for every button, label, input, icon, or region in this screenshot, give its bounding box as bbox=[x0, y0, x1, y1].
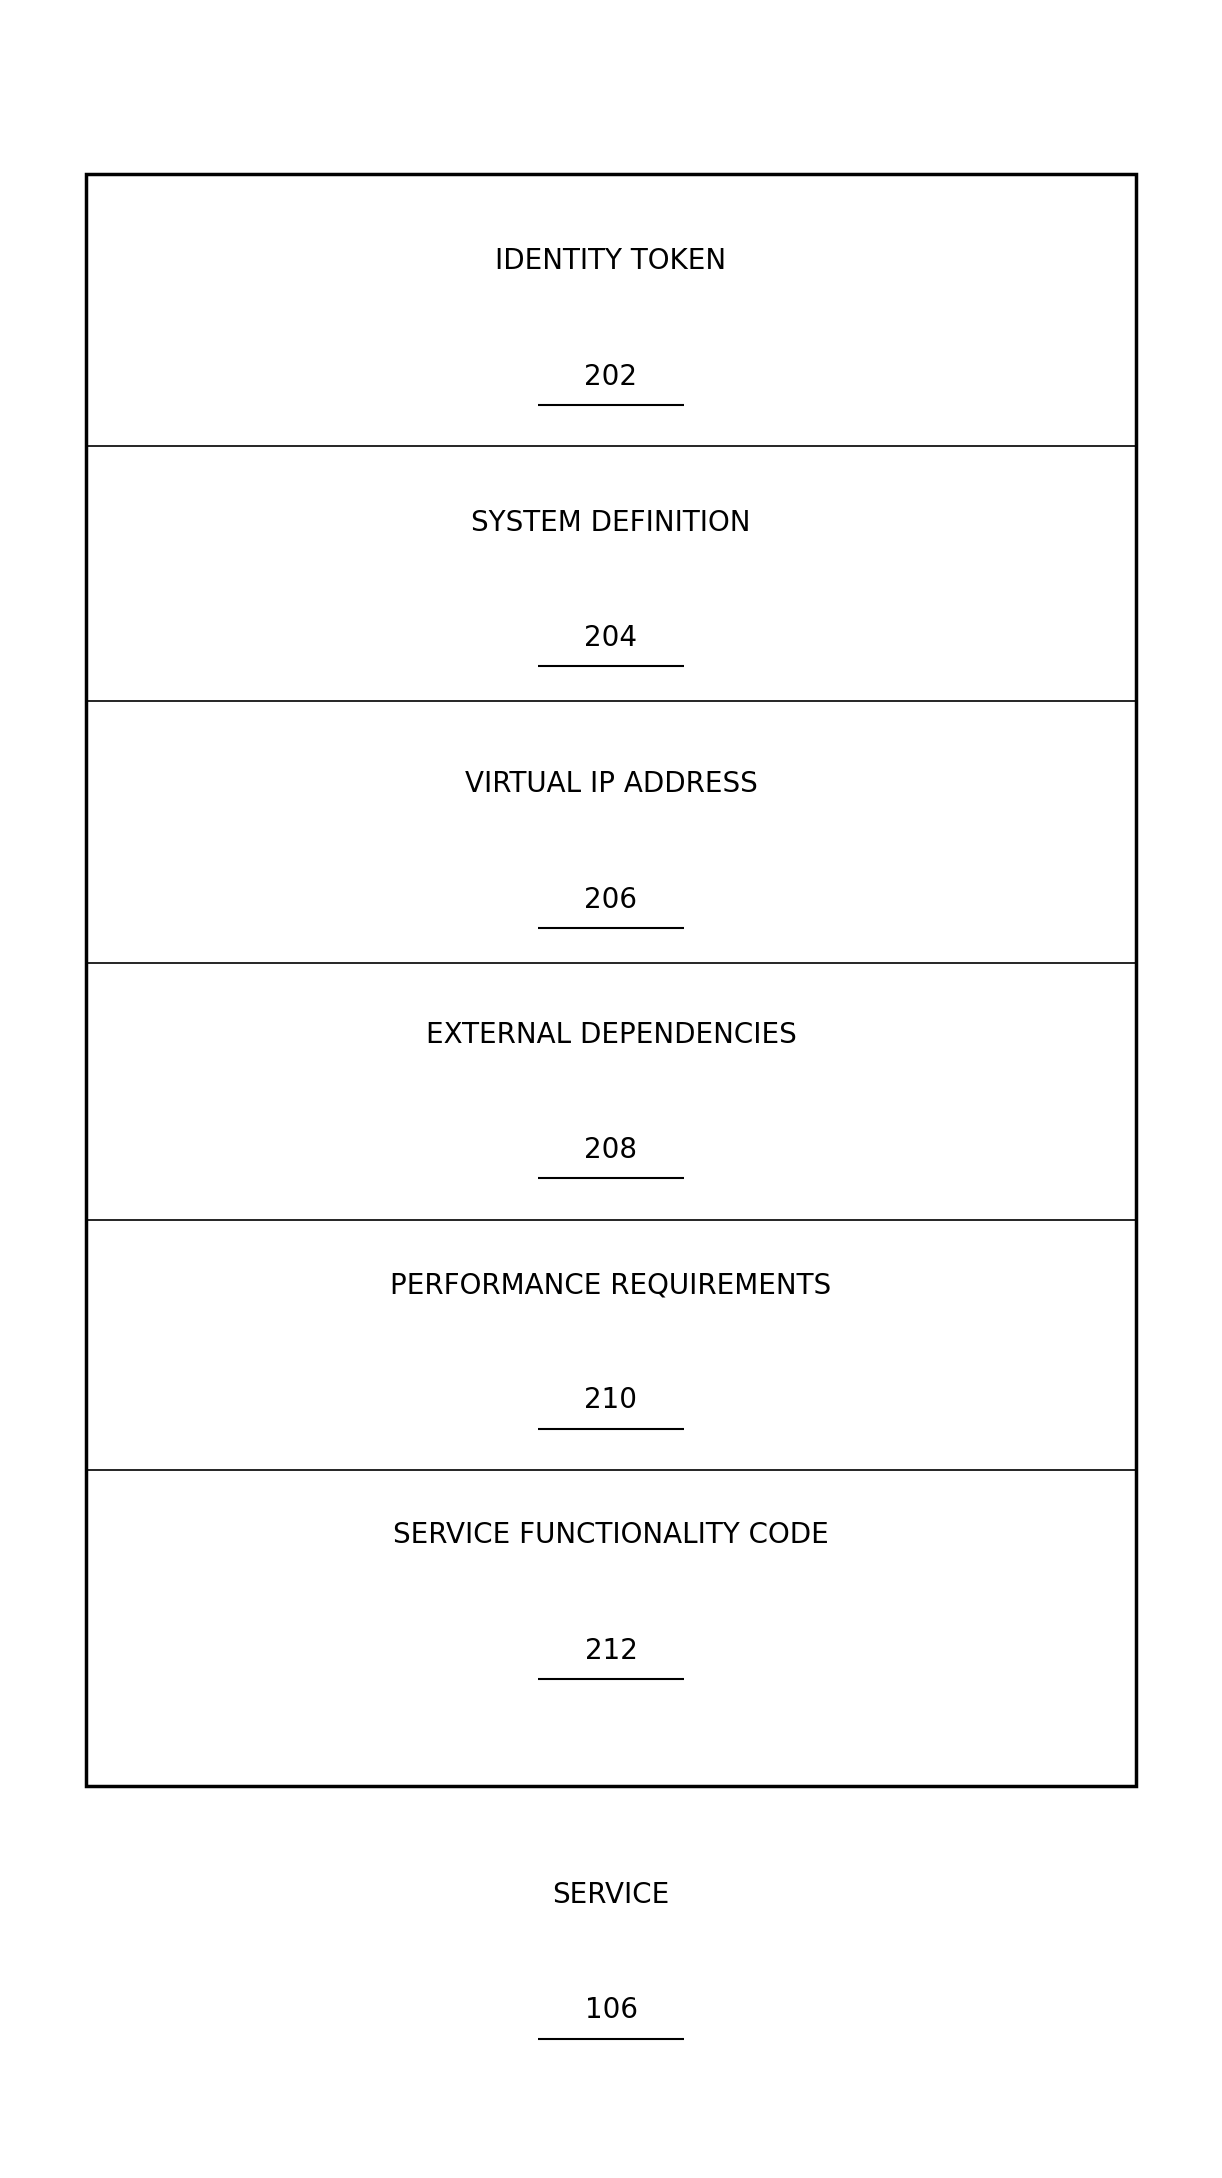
Bar bbox=[86, 174, 1136, 1786]
Text: EXTERNAL DEPENDENCIES: EXTERNAL DEPENDENCIES bbox=[425, 1021, 797, 1048]
Text: PERFORMANCE REQUIREMENTS: PERFORMANCE REQUIREMENTS bbox=[391, 1272, 831, 1298]
Text: 106: 106 bbox=[584, 1997, 638, 2023]
Text: VIRTUAL IP ADDRESS: VIRTUAL IP ADDRESS bbox=[464, 771, 758, 797]
Text: SERVICE: SERVICE bbox=[552, 1882, 670, 1908]
Text: SYSTEM DEFINITION: SYSTEM DEFINITION bbox=[472, 510, 750, 536]
Text: 204: 204 bbox=[584, 625, 638, 651]
Text: 202: 202 bbox=[584, 364, 638, 390]
Text: IDENTITY TOKEN: IDENTITY TOKEN bbox=[495, 248, 727, 274]
Text: 210: 210 bbox=[584, 1387, 638, 1414]
Text: 208: 208 bbox=[584, 1137, 638, 1163]
Text: 212: 212 bbox=[584, 1638, 638, 1664]
Text: SERVICE FUNCTIONALITY CODE: SERVICE FUNCTIONALITY CODE bbox=[393, 1522, 829, 1549]
Text: 206: 206 bbox=[584, 886, 638, 913]
